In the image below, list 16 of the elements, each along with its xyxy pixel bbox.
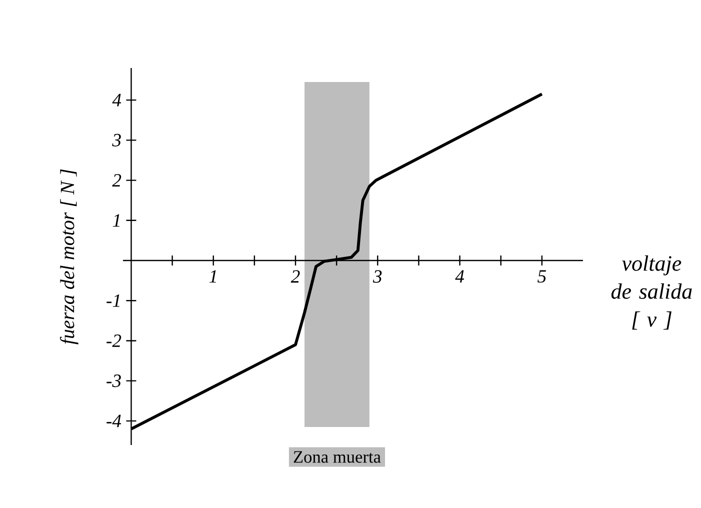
- band-label: Zona muerta: [294, 451, 381, 463]
- x-tick-label: 3: [372, 270, 382, 283]
- y-tick-label: -4: [106, 414, 122, 428]
- y-tick-label: 4: [112, 94, 122, 106]
- y-tick-label: 1: [112, 214, 120, 227]
- x-tick-label: 4: [455, 270, 464, 283]
- y-tick-label: -2: [106, 334, 122, 347]
- x-axis-title: voltaje de salida [ v ]: [611, 255, 692, 330]
- x-tick-label: 1: [209, 270, 216, 283]
- y-tick-label: 3: [112, 134, 121, 146]
- y-tick-label: -3: [106, 374, 121, 388]
- x-tick-label: 5: [538, 270, 546, 283]
- x-tick-label: 2: [290, 270, 300, 283]
- y-axis-title: fuerza del motor [ N ]: [60, 169, 78, 344]
- y-tick-label: 2: [112, 174, 122, 186]
- y-tick-label: -1: [106, 294, 120, 307]
